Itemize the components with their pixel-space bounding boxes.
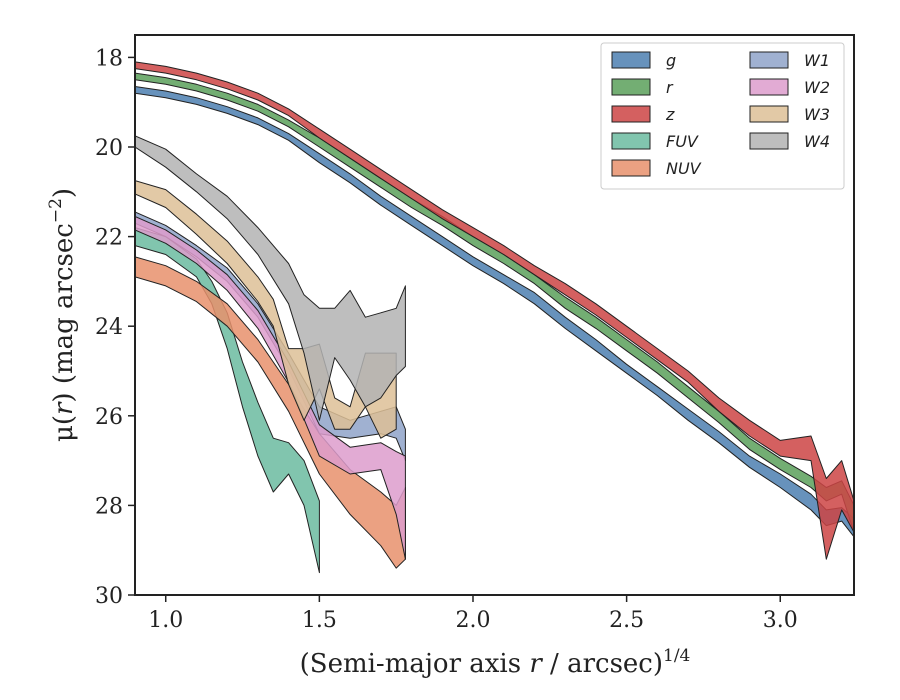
band-z — [135, 61, 854, 560]
x-tick-label: 1.0 — [148, 608, 183, 633]
legend-label-w4: W4 — [804, 132, 830, 151]
band-layer — [135, 61, 854, 574]
legend-label-nuv: NUV — [666, 159, 702, 178]
legend-swatch-w4 — [749, 132, 789, 150]
legend-swatch-nuv — [611, 159, 651, 177]
y-axis-ticks: 18 20 22 24 26 28 30 — [95, 46, 135, 609]
legend-label-w3: W3 — [804, 105, 830, 124]
y-tick-label: 30 — [95, 584, 123, 609]
legend-label-r: r — [666, 78, 674, 97]
band-g — [135, 86, 854, 538]
x-tick-label: 2.0 — [455, 608, 490, 633]
x-tick-label: 3.0 — [763, 608, 798, 633]
y-tick-label: 24 — [95, 315, 123, 340]
y-tick-label: 28 — [95, 494, 123, 519]
band-w2 — [135, 215, 406, 560]
legend-swatch-r — [611, 78, 651, 96]
legend: grz FUV NUV W1 W2 W3 W4 — [600, 42, 845, 190]
legend-swatch-z — [611, 105, 651, 123]
x-tick-label: 1.5 — [302, 608, 337, 633]
legend-label-z: z — [665, 105, 675, 124]
legend-swatch-g — [611, 51, 651, 69]
plot-frame — [134, 34, 855, 596]
legend-label-fuv: FUV — [666, 132, 699, 151]
y-tick-label: 20 — [95, 136, 123, 161]
band-w3 — [135, 180, 397, 439]
band-w4 — [135, 135, 406, 421]
legend-swatch-w1 — [749, 51, 789, 69]
y-tick-label: 26 — [95, 405, 123, 430]
legend-label-w2: W2 — [804, 78, 830, 97]
legend-label-g: g — [666, 51, 676, 70]
y-axis-title: μ(r) (mag arcsec−2) — [46, 188, 79, 442]
x-axis-ticks: 1.0 1.5 2.0 2.5 3.0 — [148, 595, 798, 633]
x-tick-label: 2.5 — [609, 608, 644, 633]
y-tick-label: 18 — [95, 46, 123, 71]
legend-swatch-w2 — [749, 78, 789, 96]
legend-swatch-w3 — [749, 105, 789, 123]
legend-swatch-fuv — [611, 132, 651, 150]
y-tick-label: 22 — [95, 226, 123, 251]
legend-label-w1: W1 — [804, 51, 830, 70]
x-axis-title: (Semi-major axis r / arcsec)1/4 — [300, 646, 691, 679]
